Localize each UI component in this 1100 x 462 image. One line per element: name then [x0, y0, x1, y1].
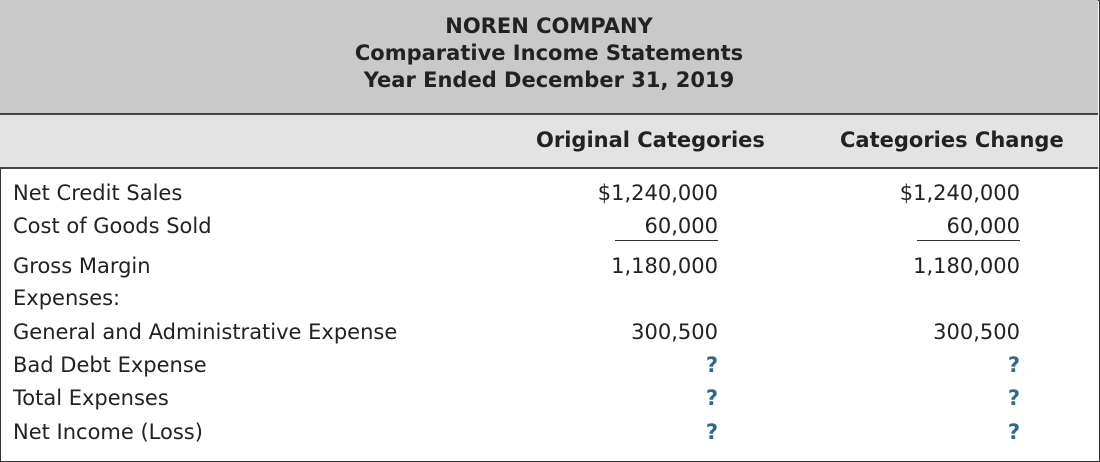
row-label: General and Administrative Expense	[13, 320, 398, 344]
statement-period: Year Ended December 31, 2019	[363, 68, 735, 92]
title-band: NOREN COMPANY Comparative Income Stateme…	[0, 0, 1098, 115]
change-value: $1,240,000	[899, 181, 1020, 205]
row-label: Cost of Goods Sold	[13, 214, 212, 238]
company-name: NOREN COMPANY	[445, 14, 653, 38]
column-header-change: Categories Change	[840, 128, 1064, 152]
change-value: 60,000	[916, 214, 1020, 241]
column-header-original: Original Categories	[536, 128, 765, 152]
original-value: ?	[705, 353, 718, 377]
row-label: Net Credit Sales	[13, 181, 183, 205]
table-row: Bad Debt Expense??	[0, 353, 1098, 383]
original-value: $1,240,000	[597, 181, 718, 205]
row-label: Gross Margin	[13, 254, 151, 278]
original-value: ?	[705, 386, 718, 410]
row-label: Net Income (Loss)	[13, 420, 203, 444]
table-row: Cost of Goods Sold 60,000 60,000	[0, 214, 1098, 244]
change-value: 300,500	[933, 320, 1020, 344]
original-value: 60,000	[614, 214, 718, 241]
change-value: ?	[1007, 353, 1020, 377]
original-value: 1,180,000	[611, 254, 718, 278]
column-header-row: Original Categories Categories Change	[0, 115, 1098, 169]
row-label: Bad Debt Expense	[13, 353, 207, 377]
original-value: ?	[705, 420, 718, 444]
statement-title: Comparative Income Statements	[354, 41, 744, 65]
row-label: Expenses:	[13, 286, 121, 310]
row-label: Total Expenses	[13, 386, 169, 410]
table-row: Net Credit Sales $1,240,000 $1,240,000	[0, 181, 1098, 211]
change-value: 1,180,000	[913, 254, 1020, 278]
table-row: General and Administrative Expense 300,50…	[0, 320, 1098, 350]
table-row: Total Expenses??	[0, 386, 1098, 416]
original-value: 300,500	[631, 320, 718, 344]
change-value: ?	[1007, 420, 1020, 444]
table-row: Gross Margin 1,180,000 1,180,000	[0, 254, 1098, 284]
change-value: ?	[1007, 386, 1020, 410]
table-row: Net Income (Loss)??	[0, 420, 1098, 450]
table-row: Expenses:	[0, 286, 1098, 316]
